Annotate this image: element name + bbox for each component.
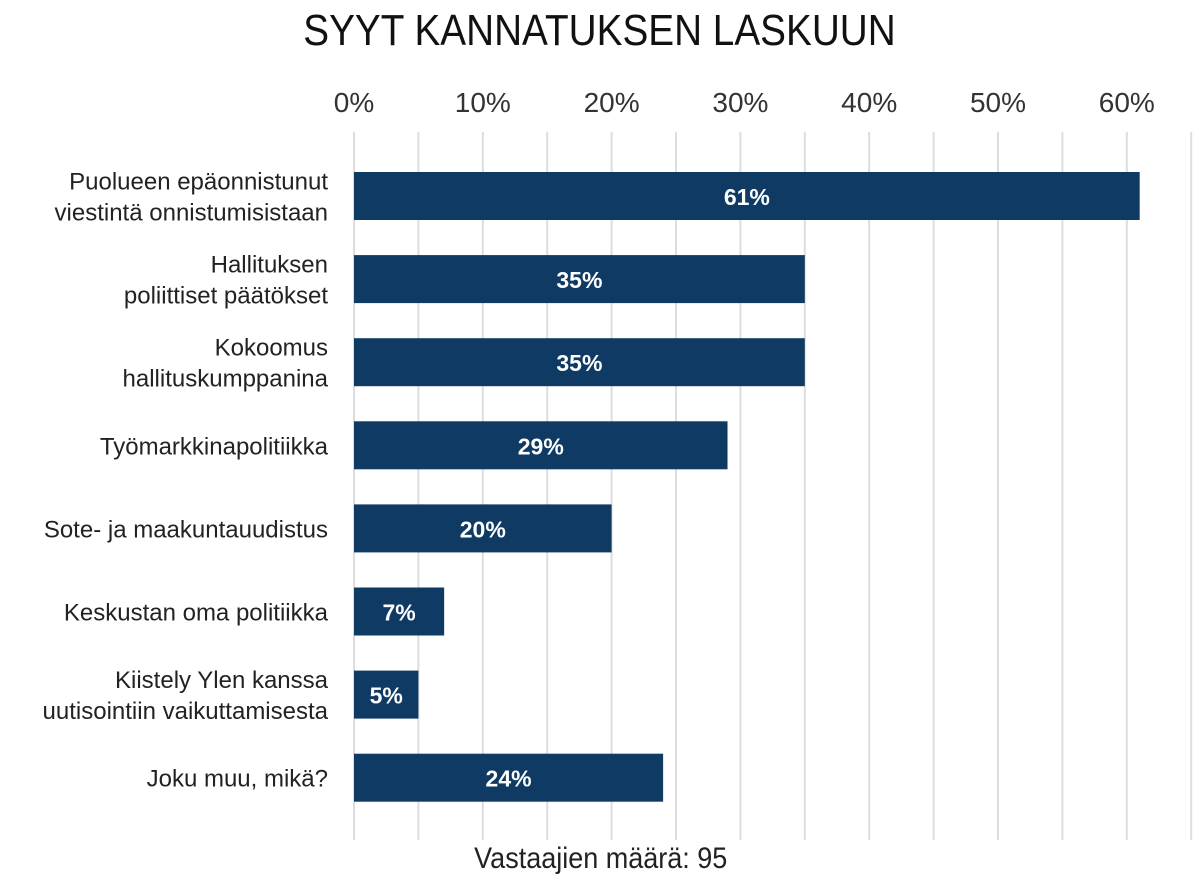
- grid-lines: [353, 132, 1193, 840]
- category-labels: Puolueen epäonnistunut viestintä onnistum…: [43, 169, 329, 793]
- bar: [354, 587, 445, 636]
- bars: 61% 35% 35% 29% 20% 7% 5% 24%: [354, 172, 1140, 802]
- bar: [354, 338, 805, 387]
- x-tick-label: 10%: [455, 87, 511, 118]
- bar-value-label: 29%: [518, 433, 564, 459]
- bar-value-label: 61%: [724, 184, 770, 210]
- chart-title: SYYT KANNATUKSEN LASKUUN: [303, 6, 896, 55]
- category-label: Työmarkkinapolitiikka: [100, 433, 329, 460]
- category-label: viestintä onnistumisistaan: [55, 200, 328, 227]
- bar-value-label: 7%: [382, 600, 415, 626]
- bar-value-label: 20%: [460, 516, 506, 542]
- category-label: Kokoomus: [215, 335, 328, 362]
- bar: [354, 753, 664, 802]
- category-label: hallituskumppanina: [123, 366, 329, 393]
- category-label: Sote- ja maakuntauudistus: [44, 516, 328, 543]
- x-tick-label: 60%: [1099, 87, 1155, 118]
- x-tick-label: 40%: [841, 87, 897, 118]
- x-axis-tick-labels: 0% 10% 20% 30% 40% 50% 60%: [334, 87, 1155, 118]
- bar: [354, 172, 1140, 220]
- x-tick-label: 0%: [334, 87, 374, 118]
- bar: [354, 670, 419, 719]
- bar-value-label: 35%: [556, 267, 602, 293]
- category-label: Keskustan oma politiikka: [64, 600, 329, 627]
- category-label: poliittiset päätökset: [124, 283, 328, 310]
- bar-value-label: 5%: [370, 683, 403, 709]
- x-tick-label: 30%: [712, 87, 768, 118]
- respondent-count: Vastaajien määrä: 95: [474, 842, 728, 875]
- bar: [354, 504, 612, 553]
- bar: [354, 421, 728, 470]
- category-label: Kiistely Ylen kanssa: [115, 667, 329, 694]
- bar-value-label: 24%: [486, 766, 532, 792]
- x-tick-label: 50%: [970, 87, 1026, 118]
- category-label: Hallituksen: [211, 252, 328, 279]
- bar-value-label: 35%: [556, 350, 602, 376]
- category-label: Joku muu, mikä?: [147, 766, 328, 793]
- category-label: uutisointiin vaikuttamisesta: [43, 698, 329, 725]
- x-tick-label: 20%: [584, 87, 640, 118]
- category-label: Puolueen epäonnistunut: [69, 169, 328, 196]
- bar: [354, 255, 805, 304]
